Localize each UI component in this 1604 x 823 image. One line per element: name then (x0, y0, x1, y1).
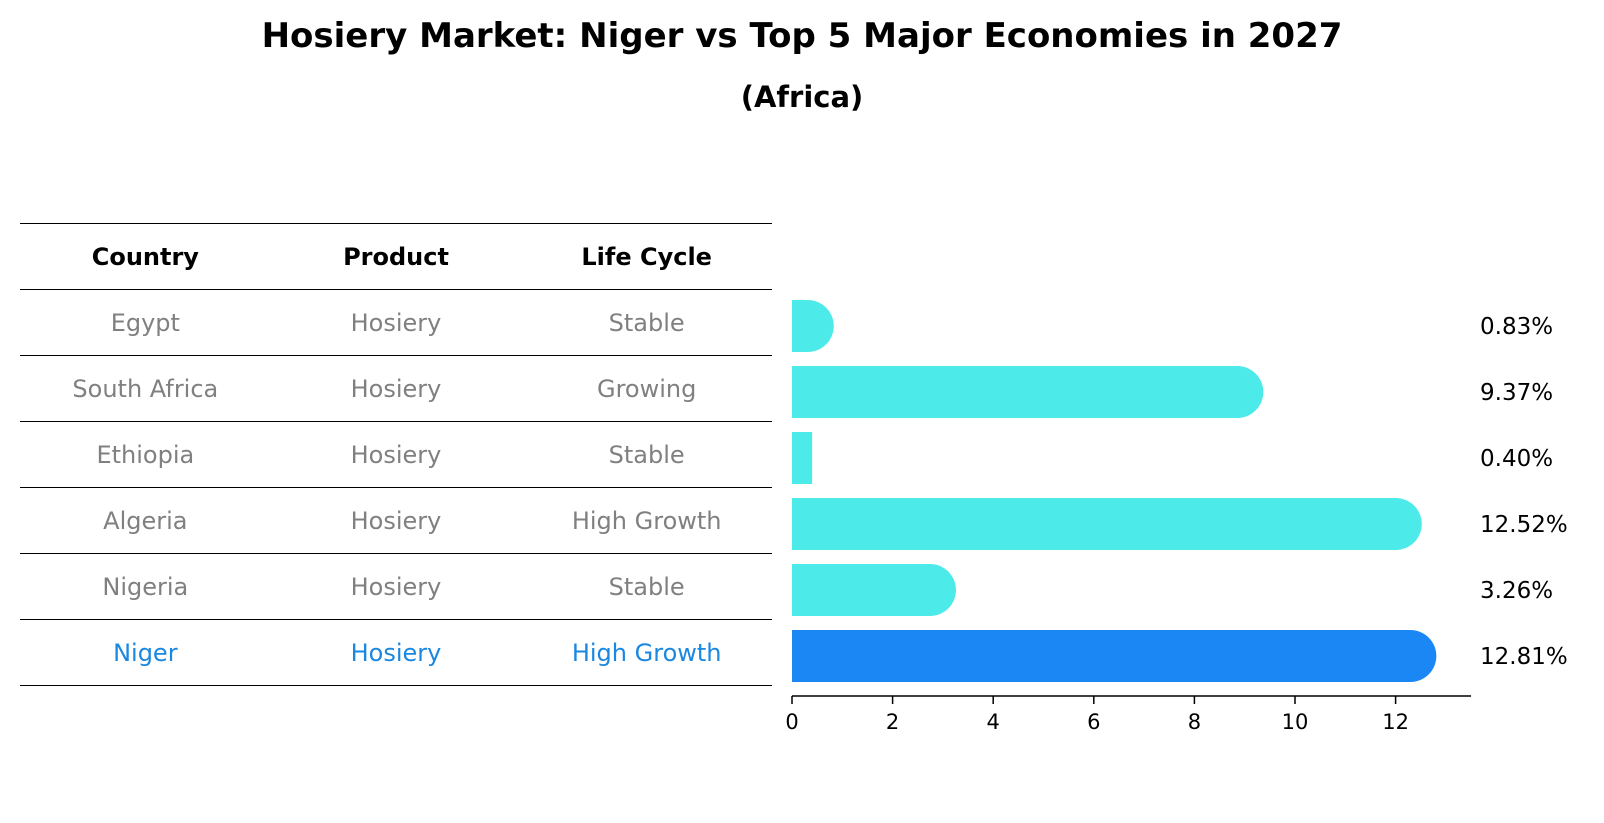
x-tick-label: 12 (1382, 710, 1409, 734)
table-header-row: Country Product Life Cycle (20, 223, 772, 289)
x-tick-label: 0 (785, 710, 798, 734)
cell-country: Algeria (103, 506, 188, 535)
value-label: 0.40% (1480, 446, 1553, 472)
table-row: Nigeria Hosiery Stable (20, 553, 772, 619)
value-label: 3.26% (1480, 578, 1553, 604)
cell-country: Egypt (110, 308, 180, 337)
bar-ethiopia (792, 432, 813, 484)
cell-life-cycle: Stable (608, 440, 685, 469)
cell-product: Hosiery (350, 308, 442, 337)
chart-subtitle: (Africa) (740, 80, 864, 114)
x-tick-label: 10 (1282, 710, 1309, 734)
bar-niger (792, 630, 1437, 682)
cell-life-cycle: Growing (596, 374, 697, 403)
chart-title: Hosiery Market: Niger vs Top 5 Major Eco… (261, 16, 1343, 56)
x-tick-label: 2 (886, 710, 899, 734)
value-label: 12.52% (1480, 512, 1568, 538)
cell-life-cycle: High Growth (571, 506, 722, 535)
value-label: 9.37% (1480, 380, 1553, 406)
value-label: 0.83% (1480, 314, 1553, 340)
header-country: Country (91, 242, 199, 271)
cell-country: Ethiopia (96, 440, 195, 469)
cell-product: Hosiery (350, 572, 442, 601)
table-row: South Africa Hosiery Growing (20, 355, 772, 421)
bar-south-africa (792, 366, 1264, 418)
header-life-cycle: Life Cycle (581, 242, 712, 271)
header-product: Product (343, 242, 449, 271)
table-row: Ethiopia Hosiery Stable (20, 421, 772, 487)
bar-nigeria (792, 564, 956, 616)
cell-country: Nigeria (102, 572, 189, 601)
table-row: Egypt Hosiery Stable (20, 289, 772, 355)
table-row: Algeria Hosiery High Growth (20, 487, 772, 553)
cell-product: Hosiery (350, 374, 442, 403)
value-label: 12.81% (1480, 644, 1568, 670)
x-tick-label: 6 (1087, 710, 1100, 734)
cell-life-cycle: Stable (608, 572, 685, 601)
bar-egypt (792, 300, 834, 352)
table-row-highlight: Niger Hosiery High Growth (20, 619, 772, 686)
cell-product: Hosiery (350, 506, 442, 535)
market-table: Country Product Life Cycle Egypt Hosiery… (20, 223, 772, 686)
cell-product: Hosiery (350, 440, 442, 469)
x-tick-label: 8 (1188, 710, 1201, 734)
x-tick-label: 4 (987, 710, 1000, 734)
cell-country: Niger (113, 638, 178, 667)
cell-life-cycle: High Growth (571, 638, 722, 667)
cell-product: Hosiery (350, 638, 442, 667)
bar-algeria (792, 498, 1422, 550)
cell-life-cycle: Stable (608, 308, 685, 337)
cell-country: South Africa (72, 374, 219, 403)
